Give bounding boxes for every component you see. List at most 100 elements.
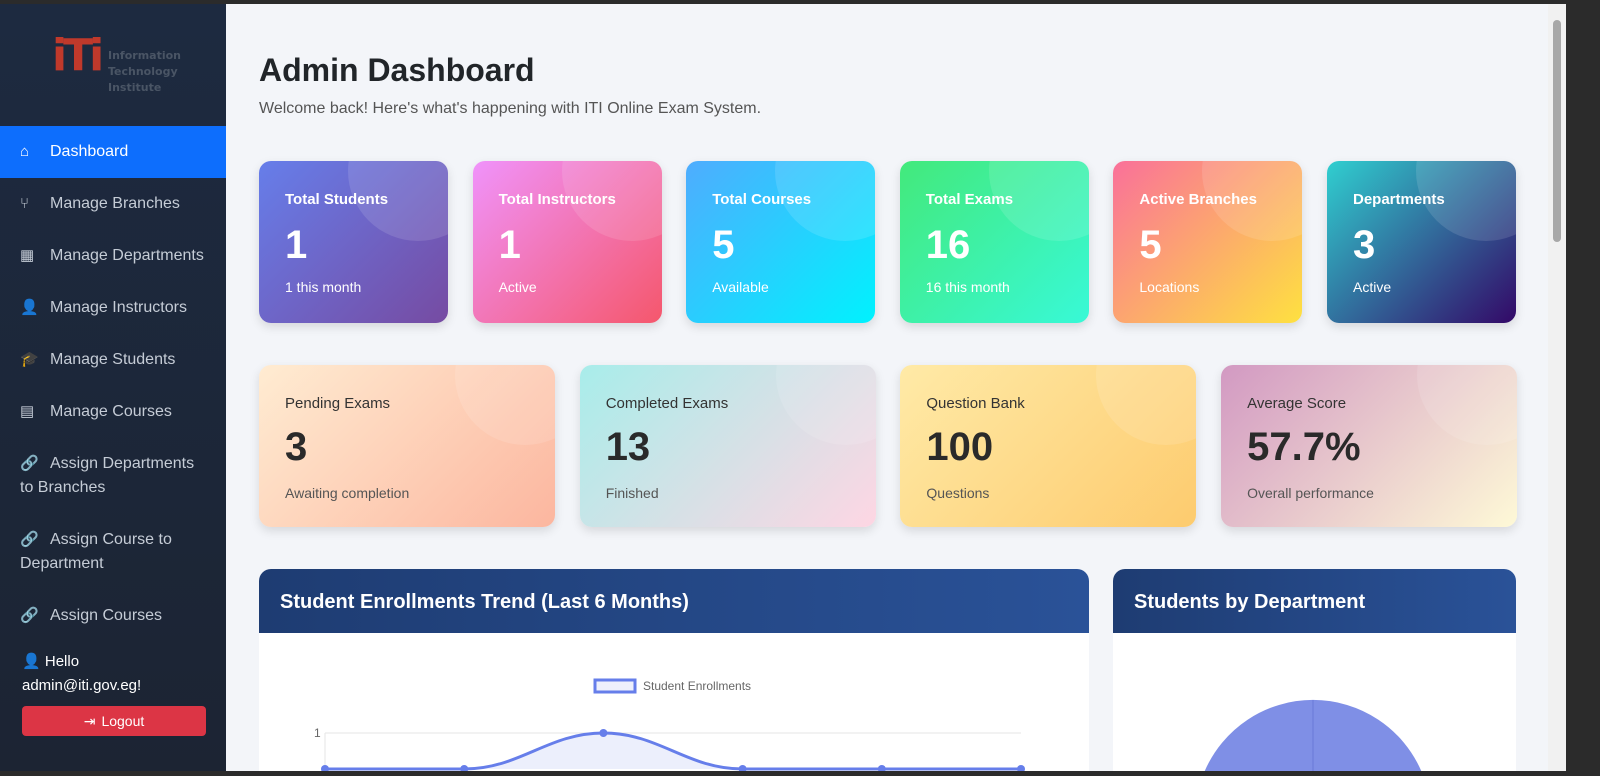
stat-title: Departments [1353,191,1445,208]
data-point[interactable] [599,729,608,737]
stat-value: 57.7% [1247,425,1361,469]
stat-title: Completed Exams [605,395,729,412]
home-icon: ⌂ [20,143,30,160]
stat-card-total-students: Total Students 1 1 this month [259,161,448,323]
data-point[interactable] [877,765,886,771]
sidebar-item-assign-departments-to-branches[interactable]: 🔗 Assign Departments to Branches [0,438,226,514]
logout-button[interactable]: ⇥ Logout [22,706,206,736]
sidebar-item-dashboard[interactable]: ⌂ Dashboard [0,126,226,178]
stat-title: Pending Exams [285,395,391,412]
stat-subtext: Awaiting completion [285,485,410,501]
stat-subtext: Active [1353,279,1392,295]
legend-label: Student Enrollments [643,679,751,693]
sidebar-item-manage-branches[interactable]: ⑂ Manage Branches [0,178,226,230]
stat-value: 3 [1353,223,1376,267]
sidebar-item-label: Manage Departments [50,247,204,264]
sidebar-item-label: Manage Courses [50,403,172,420]
stat-title: Active Branches [1139,191,1257,208]
user-email: admin@iti.gov.eg! [22,677,142,694]
scrollbar-thumb[interactable] [1553,20,1561,242]
stat-card-departments: Departments 3 Active [1327,161,1516,323]
logout-label: Logout [101,713,145,729]
stat-card-average-score: Average Score 57.7% Overall performance [1221,365,1518,527]
stat-title: Total Exams [925,191,1014,208]
book-icon: ▤ [20,403,35,420]
link-icon: 🔗 [20,531,39,548]
sidebar-item-assign-course-to-department[interactable]: 🔗 Assign Course to Department [0,514,226,590]
stat-card-total-courses: Total Courses 5 Available [686,161,876,323]
panel-title: Student Enrollments Trend (Last 6 Months… [259,569,1089,633]
stat-card-completed-exams: Completed Exams 13 Finished [579,365,876,527]
link-icon: 🔗 [20,607,39,624]
stat-subtext: Finished [605,485,659,501]
page-scrollbar[interactable] [1548,4,1566,771]
data-point[interactable] [460,765,469,771]
stat-value: 1 [285,223,308,267]
sidebar-item-manage-courses[interactable]: ▤ Manage Courses [0,386,226,438]
sidebar-item-label: Manage Instructors [50,299,187,316]
sidebar-item-manage-departments[interactable]: ▦ Manage Departments [0,230,226,282]
sidebar-item-manage-students[interactable]: 🎓 Manage Students [0,334,226,386]
sidebar-nav: ⌂ Dashboard ⑂ Manage Branches ▦ Manage Depart… [0,126,226,642]
logo-mark: iTi [52,30,104,81]
main-content: Admin Dashboard Welcome back! Here's wha… [226,4,1548,771]
stat-value: 100 [926,425,994,469]
sidebar-item-label: Manage Branches [50,195,180,212]
stat-title: Total Courses [712,191,812,208]
stat-subtext: Available [712,279,769,295]
legend-swatch [593,678,637,694]
stat-card-question-bank: Question Bank 100 Questions [900,365,1197,527]
enrollment-line-chart: Student Enrollments 1 [314,678,1025,771]
enrollment-trend-panel: Student Enrollments Trend (Last 6 Months… [259,569,1089,771]
user-icon: 👤 [22,653,41,670]
stat-value: 13 [605,425,651,469]
page-subtitle: Welcome back! Here's what's happening wi… [259,100,762,117]
data-point[interactable] [738,765,747,771]
stat-card-pending-exams: Pending Exams 3 Awaiting completion [259,365,555,527]
sidebar-item-label: Assign Course to Department [20,531,172,572]
panel-title: Students by Department [1113,569,1516,633]
data-point[interactable] [1017,765,1025,771]
stat-value: 5 [1139,223,1162,267]
sidebar-item-label: Assign Departments to Branches [20,455,195,496]
sidebar-item-assign-courses[interactable]: 🔗 Assign Courses [0,590,226,642]
stat-value: 16 [925,223,971,267]
department-panel: Students by Department [1113,569,1516,771]
browser-viewport: iTi Information Technology Institute ⌂ Dash… [0,4,1566,771]
stat-subtext: 1 this month [285,279,362,295]
stat-subtext: Overall performance [1247,485,1374,501]
sidebar: iTi Information Technology Institute ⌂ Dash… [0,4,226,771]
stat-value: 1 [498,223,521,267]
page-title: Admin Dashboard [259,52,535,88]
stat-value: 3 [285,425,308,469]
stat-subtext: Locations [1139,279,1200,295]
sidebar-item-manage-instructors[interactable]: 👤 Manage Instructors [0,282,226,334]
iti-logo: iTi Information Technology Institute [52,26,182,106]
stat-title: Question Bank [926,395,1025,412]
stat-card-active-branches: Active Branches 5 Locations [1113,161,1303,323]
building-icon: ▦ [20,247,35,264]
stat-card-total-exams: Total Exams 16 16 this month [899,161,1089,323]
data-point[interactable] [321,765,329,771]
link-icon: 🔗 [20,455,39,472]
graduate-icon: 🎓 [20,351,39,368]
series-line [325,731,1021,771]
greeting-text: Hello [44,653,80,670]
y-tick-label: 1 [314,726,321,740]
stat-subtext: Active [498,279,537,295]
stat-title: Average Score [1247,395,1347,412]
stat-value: 5 [712,223,735,267]
sidebar-item-label: Manage Students [50,351,176,368]
sidebar-item-label: Assign Courses [50,607,163,624]
department-pie-chart [1204,700,1422,771]
stat-subtext: Questions [926,485,990,501]
user-greeting: 👤 Hello admin@iti.gov.eg! [22,650,141,698]
stat-subtext: 16 this month [925,279,1010,295]
instructor-icon: 👤 [20,299,39,316]
stat-card-total-instructors: Total Instructors 1 Active [472,161,662,323]
logout-icon: ⇥ [83,712,96,729]
stat-title: Total Instructors [498,191,616,208]
branch-icon: ⑂ [20,195,30,212]
logo-text: Information Technology Institute [108,49,181,94]
sidebar-item-label: Dashboard [50,143,129,160]
